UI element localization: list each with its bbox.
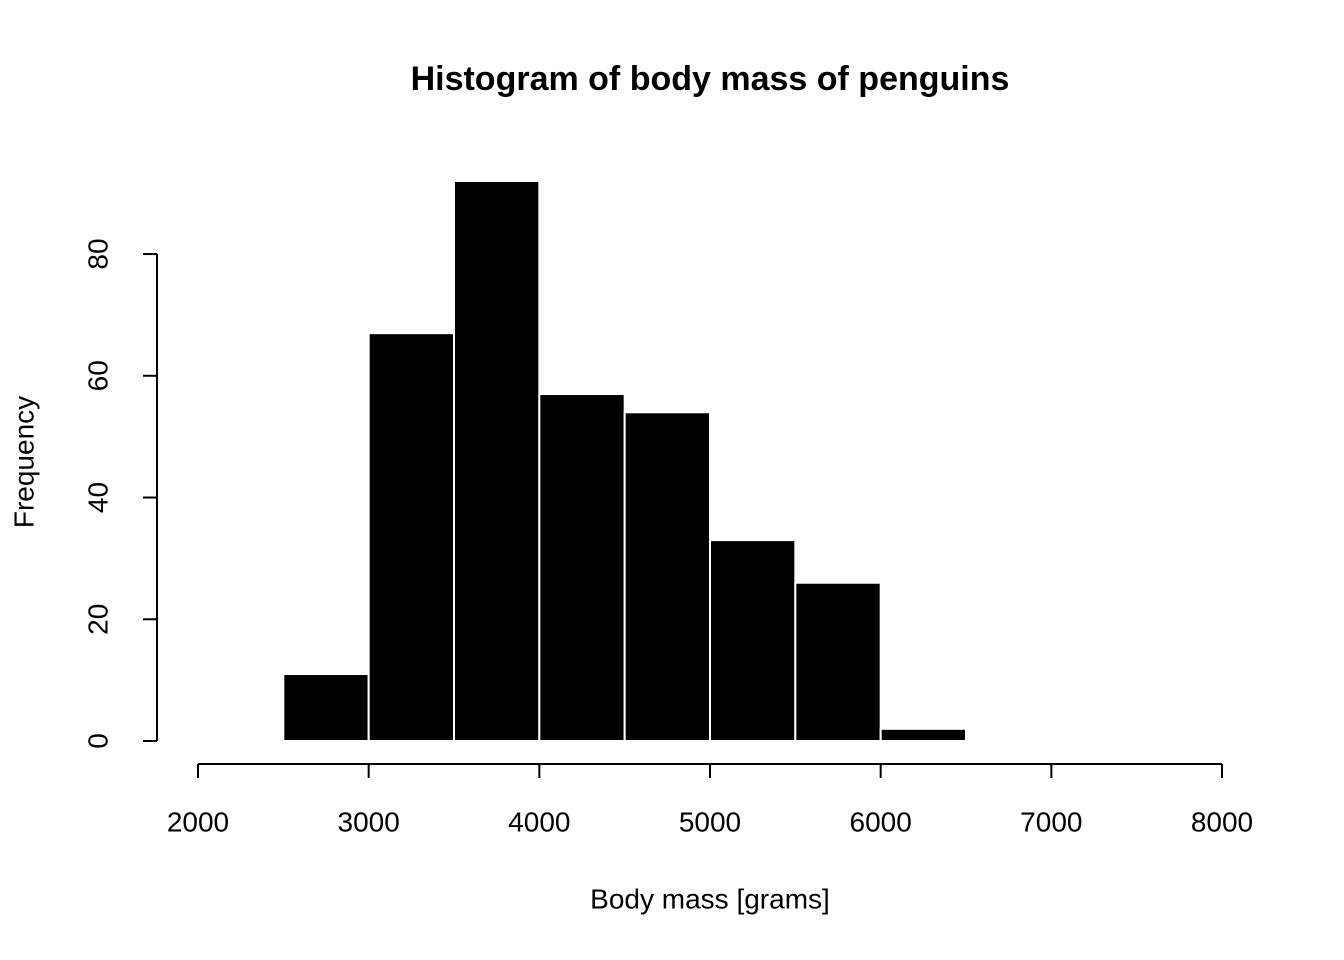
bar: [282, 673, 370, 742]
x-tick-label: 2000: [167, 806, 229, 837]
x-tick-label: 7000: [1020, 806, 1082, 837]
x-tick-label: 8000: [1191, 806, 1253, 837]
y-tick-label: 60: [82, 360, 113, 391]
bar: [794, 581, 882, 742]
bar: [538, 393, 626, 742]
x-axis-label: Body mass [grams]: [590, 883, 830, 914]
x-tick-label: 6000: [850, 806, 912, 837]
bar: [453, 180, 541, 742]
y-axis-label: Frequency: [8, 396, 39, 528]
y-tick-label: 40: [82, 482, 113, 513]
bar: [367, 332, 455, 742]
y-tick-label: 0: [82, 733, 113, 749]
x-tick-label: 5000: [679, 806, 741, 837]
y-tick-label: 80: [82, 238, 113, 269]
y-tick-label: 20: [82, 604, 113, 635]
chart-title: Histogram of body mass of penguins: [411, 60, 1010, 98]
x-tick-label: 3000: [338, 806, 400, 837]
x-tick-label: 4000: [508, 806, 570, 837]
bar: [623, 411, 712, 742]
bar: [879, 727, 968, 743]
bar: [709, 539, 797, 742]
